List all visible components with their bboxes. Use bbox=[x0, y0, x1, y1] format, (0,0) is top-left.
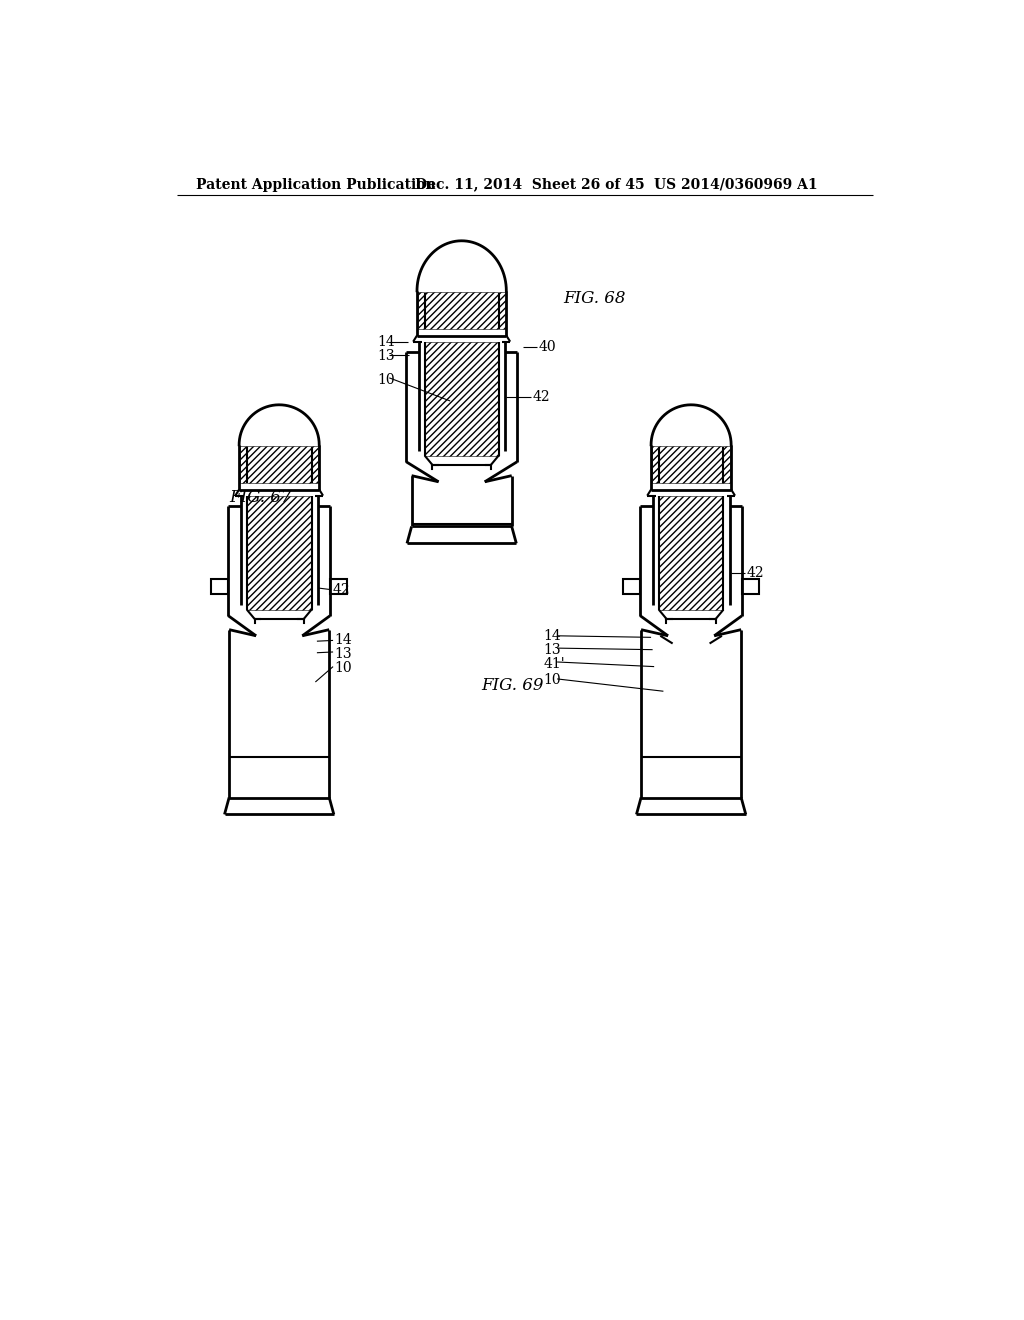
Text: 14: 14 bbox=[544, 628, 561, 643]
Text: 10: 10 bbox=[335, 661, 352, 675]
Text: 14: 14 bbox=[377, 335, 394, 348]
Text: 40: 40 bbox=[539, 341, 556, 354]
Bar bbox=[407, 482, 516, 544]
Polygon shape bbox=[652, 446, 730, 483]
Bar bbox=[624, 578, 640, 594]
Text: FIG. 69: FIG. 69 bbox=[481, 677, 544, 694]
Text: 10: 10 bbox=[544, 673, 561, 688]
Bar bbox=[330, 578, 347, 594]
Polygon shape bbox=[425, 342, 499, 455]
Text: 42: 42 bbox=[333, 582, 350, 597]
Text: US 2014/0360969 A1: US 2014/0360969 A1 bbox=[654, 178, 818, 191]
Text: 14: 14 bbox=[335, 634, 352, 647]
Text: 42: 42 bbox=[532, 391, 550, 404]
Bar bbox=[742, 578, 759, 594]
Text: Patent Application Publication: Patent Application Publication bbox=[196, 178, 435, 191]
Bar bbox=[637, 636, 745, 814]
Text: 10: 10 bbox=[377, 374, 394, 387]
Text: 42: 42 bbox=[746, 566, 764, 579]
Text: 13: 13 bbox=[377, 350, 394, 363]
Polygon shape bbox=[240, 446, 318, 483]
Bar bbox=[211, 578, 228, 594]
Polygon shape bbox=[418, 292, 506, 330]
Polygon shape bbox=[658, 496, 724, 610]
Polygon shape bbox=[247, 496, 311, 610]
Text: FIG. 67: FIG. 67 bbox=[229, 488, 292, 506]
Text: 13: 13 bbox=[544, 643, 561, 656]
Text: 41': 41' bbox=[544, 656, 565, 671]
Bar bbox=[224, 636, 334, 814]
Text: 13: 13 bbox=[335, 647, 352, 660]
Text: FIG. 68: FIG. 68 bbox=[563, 290, 626, 308]
Text: Dec. 11, 2014  Sheet 26 of 45: Dec. 11, 2014 Sheet 26 of 45 bbox=[416, 178, 645, 191]
